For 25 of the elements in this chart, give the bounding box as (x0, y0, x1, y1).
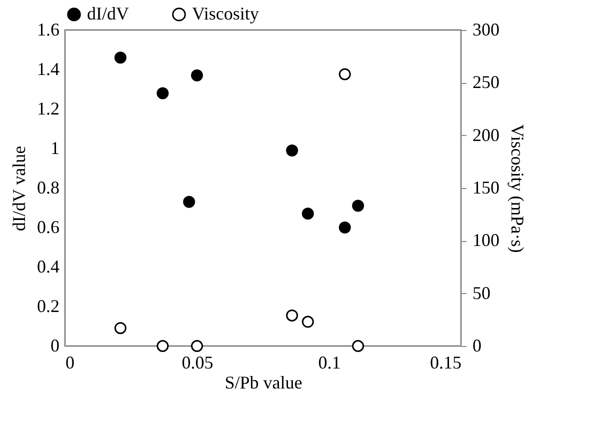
y2-tick-label: 0 (472, 336, 482, 356)
y2-tick-label: 150 (472, 178, 500, 198)
y2-tick-label: 50 (472, 282, 490, 303)
y-tick-label: 0.4 (37, 256, 60, 276)
y-tick-label: 1.4 (37, 59, 60, 79)
x-tick-label: 0.15 (430, 352, 462, 372)
y-tick-label: 1.6 (37, 20, 60, 40)
y-tick-label: 0.6 (37, 217, 60, 237)
y2-tick-label: 300 (472, 20, 500, 40)
legend-label: Viscosity (192, 3, 259, 24)
x-axis-title: S/Pb value (224, 372, 302, 392)
y-tick-label: 0.2 (37, 296, 60, 316)
y2-tick-label: 100 (472, 230, 500, 250)
legend-label: dI/dV (87, 3, 129, 24)
y2-tick-label: 250 (472, 72, 500, 92)
x-tick-label: 0.1 (318, 352, 341, 372)
x-tick-label: 0 (66, 352, 74, 372)
x-tick-label: 0.05 (182, 352, 214, 372)
y-tick-label: 0 (50, 336, 60, 356)
y2-axis-title: Viscosity (mPa·s) (508, 124, 528, 253)
y-tick-label: 1 (50, 138, 60, 158)
y-tick-label: 1.2 (37, 98, 60, 118)
y-axis-title: dI/dV value (9, 146, 29, 232)
y2-tick-label: 200 (472, 124, 500, 145)
y-tick-label: 0.8 (37, 178, 60, 198)
